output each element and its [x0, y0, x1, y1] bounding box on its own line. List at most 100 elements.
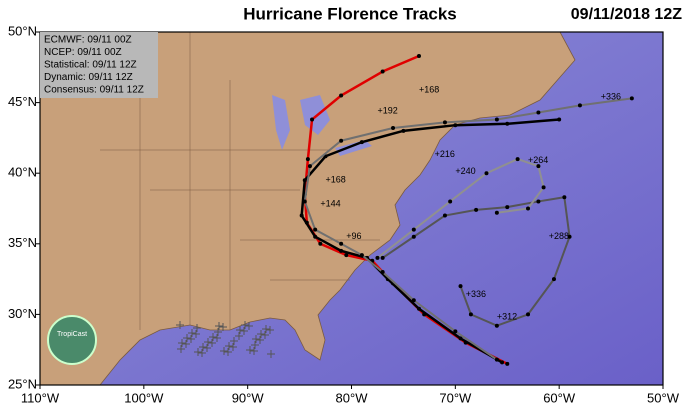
cross — [246, 346, 254, 354]
lake — [272, 95, 290, 150]
track-point — [313, 227, 318, 232]
cross — [178, 339, 186, 347]
cross — [257, 330, 265, 338]
hour-label: +144 — [320, 199, 340, 209]
track-point — [411, 234, 416, 239]
legend-entry: Consensus: 09/11 12Z — [44, 85, 144, 96]
lat-tick-label: 40°N — [8, 165, 37, 180]
cross — [224, 348, 232, 356]
cross — [199, 343, 207, 351]
cross — [250, 347, 258, 355]
track-point — [474, 207, 479, 212]
hour-label: +168 — [326, 175, 346, 185]
lon-tick-label: 80°W — [336, 390, 369, 405]
legend-entry: NCEP: 09/11 00Z — [44, 47, 122, 58]
cross — [262, 325, 270, 333]
cross — [219, 323, 227, 331]
track-point — [359, 253, 364, 258]
cross — [193, 324, 201, 332]
track-point — [313, 234, 318, 239]
cross — [220, 347, 228, 355]
cross — [187, 335, 195, 343]
track-point — [494, 323, 499, 328]
legend-box — [40, 32, 158, 98]
hour-label: +240 — [455, 166, 475, 176]
track-point — [339, 138, 344, 143]
track-point — [526, 312, 531, 317]
track-point — [551, 277, 556, 282]
cross — [214, 328, 222, 336]
ensemble-crosses — [176, 321, 275, 358]
cross — [188, 329, 196, 337]
track — [303, 97, 632, 361]
hour-label: +264 — [528, 155, 548, 165]
cross — [182, 340, 190, 348]
track-point — [318, 241, 323, 246]
cross — [208, 339, 216, 347]
hour-label: +216 — [435, 149, 455, 159]
legend-entry: Dynamic: 09/11 12Z — [44, 72, 133, 83]
cross — [204, 338, 212, 346]
lon-tick-label: 50°W — [647, 390, 680, 405]
track-point — [536, 199, 541, 204]
track-point — [500, 360, 505, 365]
track-point — [453, 123, 458, 128]
cross — [215, 322, 223, 330]
track-point — [567, 234, 572, 239]
legend-entry: Statistical: 09/11 12Z — [44, 60, 137, 71]
track-point — [359, 140, 364, 145]
track-point — [629, 96, 634, 101]
logo: TropiCast — [47, 315, 97, 365]
track-point — [453, 329, 458, 334]
cross — [229, 343, 237, 351]
track-point — [536, 110, 541, 115]
track-point — [401, 128, 406, 133]
track-point — [344, 253, 349, 258]
hour-label: +336 — [466, 289, 486, 299]
track-point — [448, 199, 453, 204]
cross — [209, 333, 217, 341]
lat-tick-label: 25°N — [8, 376, 37, 391]
hour-label: +168 — [419, 84, 439, 94]
track-point — [577, 103, 582, 108]
track-point — [411, 298, 416, 303]
lat-tick-label: 45°N — [8, 94, 37, 109]
cross — [267, 350, 275, 358]
track-point — [442, 120, 447, 125]
logo-text: TropiCast — [57, 331, 87, 338]
track-point — [484, 171, 489, 176]
track-point — [526, 206, 531, 211]
track-point — [458, 284, 463, 289]
track-point — [380, 270, 385, 275]
hour-label: +336 — [601, 91, 621, 101]
track-point — [380, 255, 385, 260]
legend-entry: ECMWF: 09/11 00Z — [44, 35, 132, 46]
track-point — [391, 126, 396, 131]
track-point — [541, 185, 546, 190]
track-point — [339, 241, 344, 246]
track-point — [494, 117, 499, 122]
state-borders — [100, 32, 380, 330]
track-point — [307, 164, 312, 169]
cross — [251, 341, 259, 349]
cross — [183, 334, 191, 342]
lon-tick-label: 70°W — [439, 390, 472, 405]
track-point — [468, 312, 473, 317]
hour-label: +192 — [377, 105, 397, 115]
cross — [203, 344, 211, 352]
track-point — [536, 164, 541, 169]
lon-tick-label: 60°W — [543, 390, 576, 405]
track-point — [557, 117, 562, 122]
title: Hurricane Florence Tracks — [243, 4, 457, 23]
track-point — [299, 213, 304, 218]
cross — [230, 337, 238, 345]
track-point — [310, 117, 315, 122]
cross — [266, 326, 274, 334]
cross — [256, 336, 264, 344]
date: 09/11/2018 12Z — [571, 6, 682, 23]
track-point — [515, 157, 520, 162]
cross — [241, 321, 249, 329]
track-point — [505, 205, 510, 210]
